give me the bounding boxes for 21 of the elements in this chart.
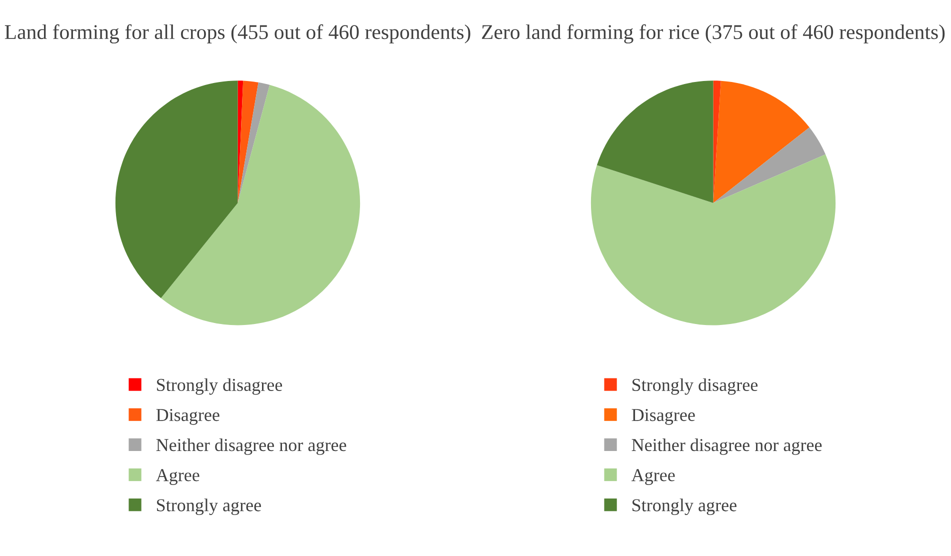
legend-label: Disagree xyxy=(632,408,695,425)
pie-slice xyxy=(115,80,238,298)
legend-label: Agree xyxy=(156,469,200,485)
legend-label: Disagree xyxy=(156,408,220,425)
legend-label: Neither disagree nor agree xyxy=(632,438,822,455)
pie-slice xyxy=(713,80,810,203)
legend-label: Agree xyxy=(631,469,675,485)
pie-slice xyxy=(596,80,714,203)
pie-slice xyxy=(713,127,826,203)
chart-title: Land forming for all crops (455 out of 460 respondents) xyxy=(4,24,470,44)
legend-label: Strongly disagree xyxy=(632,378,758,395)
legend-label: Strongly agree xyxy=(157,498,261,516)
pie-slice xyxy=(160,84,360,326)
pie-slice xyxy=(713,80,721,203)
pie-slice xyxy=(590,154,836,326)
chart-title: Zero land forming for rice (375 out of 460 respondents) xyxy=(482,24,945,44)
legend-label: Neither disagree nor agree xyxy=(156,438,346,455)
legend-label: Strongly disagree xyxy=(157,378,282,395)
pie-slice xyxy=(238,82,270,203)
pie-slice xyxy=(238,80,258,203)
legend-label: Strongly agree xyxy=(632,498,736,516)
